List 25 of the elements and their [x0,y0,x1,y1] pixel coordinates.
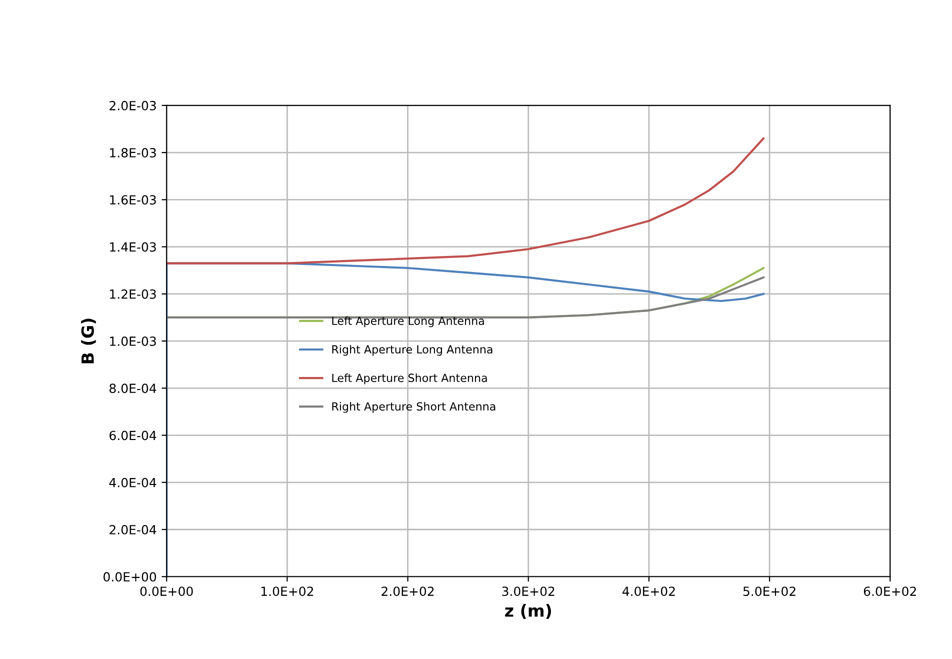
y-tick-label: 4.0E-04 [109,478,156,488]
x-axis-title: z (m) [505,604,551,619]
y-tick-label: 1.0E-03 [110,336,156,346]
y-tick-label: 6.0E-04 [110,430,156,440]
y-tick-label: 1.8E-03 [110,148,156,158]
x-tick-label: 3.0E+02 [502,586,554,596]
y-tick-label: 8.0E-04 [110,384,156,394]
y-tick-label: 1.2E-03 [110,289,156,299]
x-tick-label: 4.0E+02 [622,586,675,596]
x-tick-label: 1.0E+02 [261,586,314,596]
y-tick-label: 2.0E-03 [110,100,156,110]
x-tick-label: 6.0E+02 [864,586,916,596]
y-tick-label: 0.0E+00 [104,572,156,582]
legend-label: Right Aperture Short Antenna [332,402,496,413]
legend-label: Left Aperture Short Antenna [332,373,487,384]
legend-label: Right Aperture Long Antenna [332,344,492,356]
line-series [166,137,765,264]
y-tick-label: 2.0E-04 [110,524,156,534]
x-tick-label: 0.0E+00 [140,586,193,596]
y-axis-title: B (G) [81,318,96,364]
y-tick-label: 1.4E-03 [110,242,156,252]
x-tick-label: 2.0E+02 [382,586,434,596]
legend-label: Left Aperture Long Antenna [332,316,484,328]
x-tick-label: 5.0E+02 [743,586,796,596]
y-tick-label: 1.6E-03 [110,195,156,205]
